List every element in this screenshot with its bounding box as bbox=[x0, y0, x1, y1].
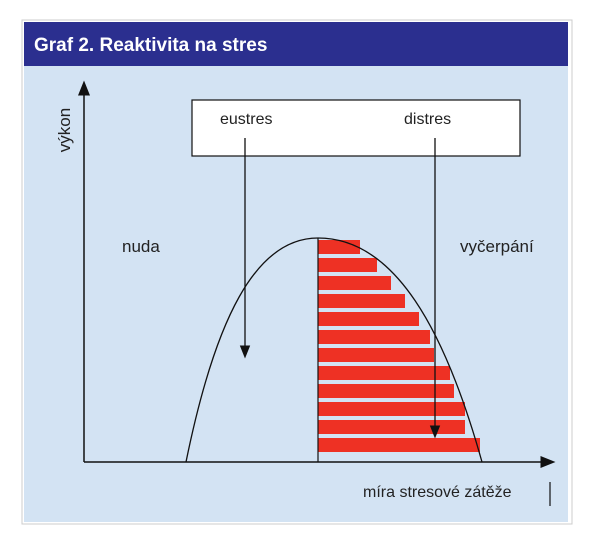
distres-label: distres bbox=[404, 111, 451, 128]
left-label: nuda bbox=[122, 237, 160, 256]
eustres-label: eustres bbox=[220, 111, 272, 128]
y-axis-label: výkon bbox=[55, 108, 74, 152]
right-label: vyčerpání bbox=[460, 237, 534, 256]
stress-box bbox=[191, 99, 521, 157]
title-bar bbox=[24, 22, 568, 66]
title: Graf 2. Reaktivita na stres bbox=[34, 35, 267, 56]
x-axis-label: míra stresové zátěže bbox=[363, 484, 512, 501]
